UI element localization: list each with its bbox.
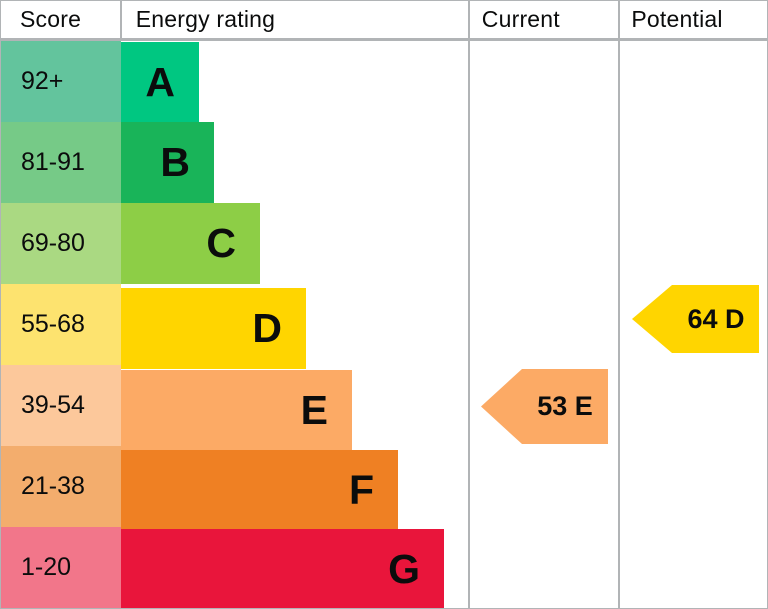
header-energy-rating: Energy rating	[135, 6, 276, 32]
divider-current-column	[468, 1, 470, 608]
divider-potential-column	[618, 1, 620, 608]
rating-bar-e: E	[121, 370, 352, 451]
chart-header: Score Energy rating Current Potential	[1, 1, 767, 41]
score-cell-e: 39-54	[1, 365, 121, 446]
score-cell-c: 69-80	[1, 203, 121, 284]
band-rows: 92+ A 81-91 B 69-80	[1, 41, 767, 608]
bar-area-g: G	[121, 527, 767, 608]
bar-area-a: A	[121, 41, 767, 123]
bar-area-e: E	[121, 365, 767, 451]
rating-bar-b: B	[121, 122, 214, 203]
band-letter-c: C	[206, 220, 236, 266]
score-cell-g: 1-20	[1, 527, 121, 608]
rating-bar-g: G	[121, 529, 444, 608]
band-letter-d: D	[252, 305, 282, 351]
score-cell-b: 81-91	[1, 122, 121, 203]
band-letter-e: E	[300, 387, 328, 433]
band-row-e: 39-54 E	[1, 365, 767, 451]
left-pointer-icon	[632, 285, 759, 353]
score-range-b: 81-91	[21, 148, 85, 176]
band-row-a: 92+ A	[1, 41, 767, 123]
score-range-f: 21-38	[21, 472, 85, 500]
band-row-b: 81-91 B	[1, 122, 767, 203]
header-score: Score	[20, 6, 82, 32]
score-range-d: 55-68	[21, 310, 85, 338]
band-row-g: 1-20 G	[1, 527, 767, 608]
left-pointer-icon	[481, 369, 608, 444]
potential-rating-value: 64 D	[687, 303, 745, 334]
band-letter-b: B	[160, 139, 190, 185]
rating-bar-c: C	[121, 203, 260, 284]
band-letter-g: G	[388, 546, 420, 592]
current-rating-value: 53 E	[537, 391, 593, 421]
band-letter-f: F	[348, 467, 374, 513]
potential-rating-arrow: 64 D	[632, 285, 759, 353]
rating-bar-f: F	[121, 450, 398, 531]
header-potential: Potential	[631, 6, 723, 32]
rating-bar-d: D	[121, 288, 306, 369]
score-range-a: 92+	[21, 67, 64, 95]
score-cell-a: 92+	[1, 41, 121, 122]
bar-area-b: B	[121, 122, 767, 203]
band-row-c: 69-80 C	[1, 203, 767, 284]
score-cell-d: 55-68	[1, 284, 121, 365]
bar-area-c: C	[121, 203, 767, 284]
bar-area-f: F	[121, 446, 767, 531]
score-cell-f: 21-38	[1, 446, 121, 527]
bar-area-d: D	[121, 284, 767, 369]
band-row-d: 55-68 D	[1, 284, 767, 369]
divider-score-column	[120, 1, 122, 41]
current-rating-arrow: 53 E	[481, 369, 608, 444]
score-range-g: 1-20	[21, 553, 72, 581]
score-range-e: 39-54	[21, 391, 85, 419]
band-row-f: 21-38 F	[1, 446, 767, 531]
band-letter-a: A	[145, 59, 175, 105]
header-current: Current	[481, 6, 560, 32]
rating-bar-a: A	[121, 42, 199, 123]
score-range-c: 69-80	[21, 229, 85, 257]
